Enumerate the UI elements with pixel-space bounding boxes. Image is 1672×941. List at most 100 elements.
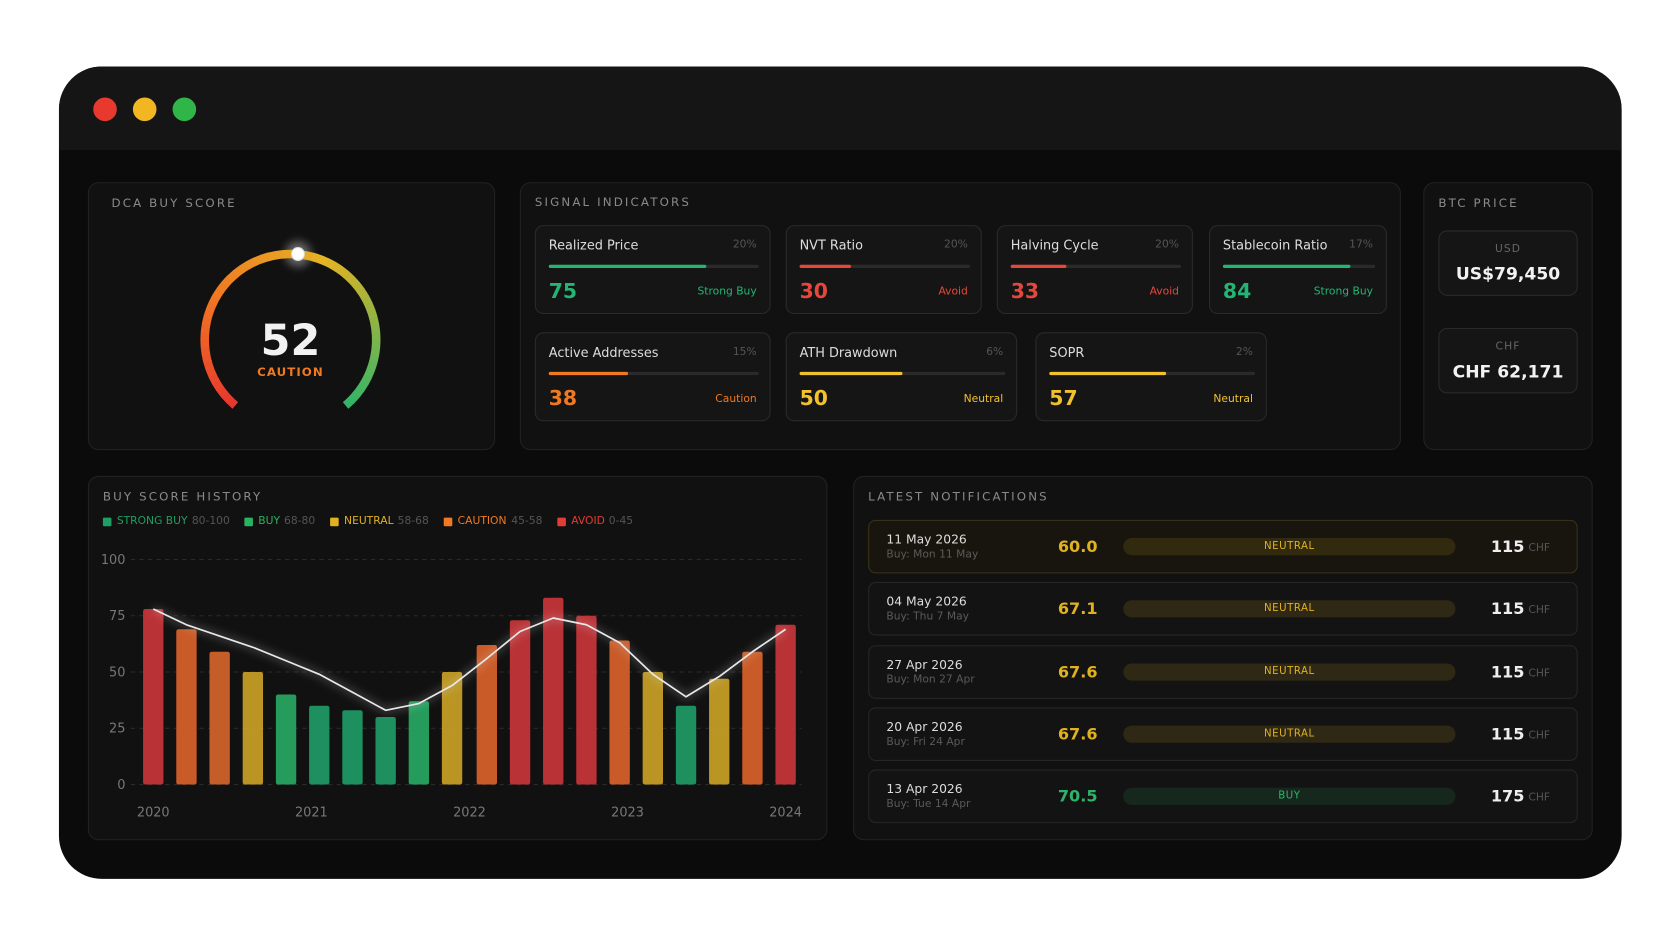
- signal-bar: [1010, 264, 1067, 268]
- notification-row[interactable]: 27 Apr 2026 Buy: Mon 27 Apr 67.6 NEUTRAL 115…: [868, 644, 1578, 699]
- gauge-arc: [226, 270, 239, 283]
- signal-bar: [548, 371, 629, 376]
- notification-row[interactable]: 20 Apr 2026 Buy: Fri 24 Apr 67.6 NEUTRAL 115…: [868, 707, 1578, 761]
- gauge-arc: [342, 270, 355, 283]
- gauge-arc: [368, 353, 380, 364]
- signal-name: Stablecoin Ratio: [1222, 237, 1328, 253]
- notification-buy-date: Buy: Tue 14 Apr: [886, 798, 971, 811]
- notification-score: 60.0: [1057, 536, 1098, 557]
- y-tick-label: 50: [109, 665, 125, 680]
- gauge-arc: [216, 385, 229, 398]
- gauge-arc: [347, 392, 360, 405]
- bar: [775, 624, 796, 785]
- price-currency: USD: [1494, 243, 1522, 256]
- signal-weight: 15%: [732, 346, 757, 358]
- signal-label: Caution: [715, 393, 757, 406]
- x-tick-label: 2022: [453, 806, 486, 821]
- notification-amount: 115: [1490, 724, 1525, 744]
- price-box: USD US$79,450: [1438, 230, 1578, 296]
- signal-track: [1222, 264, 1376, 268]
- signal-weight: 20%: [1155, 239, 1179, 251]
- notification-amount: 175: [1490, 786, 1525, 807]
- gauge-arc: [203, 308, 215, 319]
- gauge-arc: [220, 391, 233, 404]
- gauge-arc: [226, 396, 239, 409]
- signal-card: NVT Ratio 20% 30 Avoid: [785, 225, 982, 315]
- legend-name: NEUTRAL: [344, 515, 394, 528]
- legend-range: 68-80: [284, 515, 316, 528]
- notification-amount: 115: [1490, 599, 1525, 619]
- gauge-arc: [259, 252, 271, 264]
- legend-range: 45-58: [511, 515, 543, 528]
- gauge-arc: [370, 346, 381, 357]
- gauge-arc: [352, 281, 365, 294]
- notification-amount: 115: [1490, 661, 1525, 682]
- gauge-arc: [201, 353, 212, 364]
- bar: [342, 710, 363, 785]
- bar: [408, 701, 430, 785]
- signal-weight: 20%: [944, 239, 968, 251]
- signal-label: Strong Buy: [1313, 286, 1373, 298]
- notification-buy-date: Buy: Thu 7 May: [886, 611, 970, 624]
- price-currency: CHF: [1495, 340, 1521, 353]
- x-tick-label: 2024: [769, 806, 802, 821]
- gauge-arc: [342, 397, 355, 409]
- notification-score: 67.6: [1057, 661, 1098, 682]
- gauge-arc: [369, 316, 380, 327]
- status-pill: BUY: [1123, 787, 1456, 806]
- gauge-arc: [274, 249, 285, 260]
- gauge-arc: [245, 257, 257, 270]
- panel-title: DCA BUY SCORE: [111, 196, 237, 211]
- bar: [375, 717, 396, 785]
- price-value: US$79,450: [1455, 263, 1561, 285]
- bar: [675, 705, 697, 785]
- gauge-arc: [311, 252, 323, 264]
- signal-card: Halving Cycle 20% 33 Avoid: [996, 225, 1193, 315]
- bar: [275, 694, 297, 785]
- notification-date: 04 May 2026: [886, 594, 967, 610]
- gauge-arc: [304, 251, 315, 262]
- signal-label: Avoid: [938, 286, 968, 298]
- notification-currency: CHF: [1528, 667, 1551, 680]
- buy-score-panel: [87, 182, 496, 451]
- notification-row[interactable]: 11 May 2026 Buy: Mon 11 May 60.0 NEUTRAL 115…: [868, 519, 1578, 574]
- close-button[interactable]: [93, 97, 117, 122]
- signal-name: SOPR: [1049, 345, 1085, 361]
- gauge-arc: [364, 301, 376, 313]
- notification-row[interactable]: 13 Apr 2026 Buy: Tue 14 Apr 70.5 BUY 175 CHF: [868, 769, 1578, 824]
- gauge-arc: [203, 359, 214, 371]
- signal-label: Neutral: [1213, 393, 1253, 406]
- gauge-arc: [337, 266, 350, 278]
- gauge-arc: [205, 300, 218, 312]
- gauge-arc: [324, 258, 337, 270]
- price-box: CHF CHF 62,171: [1438, 327, 1578, 394]
- bar: [309, 705, 330, 785]
- signal-track: [548, 371, 759, 376]
- legend-range: 0-45: [608, 515, 634, 528]
- signal-bar: [548, 264, 707, 268]
- gauge-arc: [357, 288, 369, 300]
- notification-currency: CHF: [1528, 729, 1551, 742]
- signal-bar: [1049, 371, 1167, 376]
- signal-card: ATH Drawdown 6% 50 Neutral: [785, 332, 1018, 422]
- notification-row[interactable]: 04 May 2026 Buy: Thu 7 May 67.1 NEUTRAL 115 C…: [868, 582, 1578, 636]
- notification-date: 13 Apr 2026: [886, 781, 963, 797]
- gauge-arc: [267, 250, 278, 262]
- bar: [509, 620, 531, 785]
- minimize-button[interactable]: [132, 97, 157, 122]
- bar: [609, 640, 630, 785]
- signal-score: 84: [1222, 279, 1252, 304]
- bar: [642, 672, 664, 785]
- gauge-arc: [318, 255, 330, 267]
- x-tick-label: 2023: [611, 806, 644, 821]
- maximize-button[interactable]: [172, 97, 197, 122]
- status-text: NEUTRAL: [1263, 727, 1315, 740]
- status-pill: NEUTRAL: [1123, 663, 1456, 681]
- legend-swatch: [443, 517, 453, 527]
- gauge-arc: [212, 379, 224, 392]
- status-text: NEUTRAL: [1263, 665, 1315, 677]
- bar: [576, 615, 597, 785]
- notification-score: 67.1: [1057, 599, 1098, 619]
- bar: [143, 608, 164, 785]
